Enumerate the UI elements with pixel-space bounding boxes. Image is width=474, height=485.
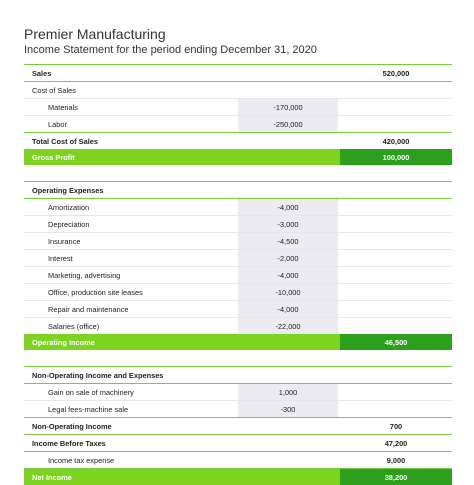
operating-income-value: 46,500 [384,337,408,347]
line-item-value: -2,000 [238,250,338,266]
line-item-value: -3,000 [238,216,338,232]
line-item-label: Repair and maintenance [48,304,129,314]
table-row: Labor -250,000 [24,116,452,133]
table-row: Interest -2,000 [24,250,452,267]
table-row: Office, production site leases -10,000 [24,284,452,301]
income-statement-table: Sales 520,000 Cost of Sales Materials -1… [24,64,452,485]
line-item-value: -4,000 [238,199,338,215]
line-item-label: Labor [48,119,67,129]
line-item-value: -250,000 [238,116,338,132]
non-operating-income-row: Non-Operating Income 700 [24,418,452,435]
line-item-value: -300 [238,401,338,417]
gross-profit-row: Gross Profit 100,000 [24,149,452,165]
line-item-label: Office, production site leases [48,287,143,297]
table-row: Repair and maintenance -4,000 [24,301,452,318]
income-before-taxes-value: 47,200 [384,438,408,448]
line-item-label: Marketing, advertising [48,270,121,280]
income-before-taxes-label: Income Before Taxes [32,438,106,448]
total-cost-of-sales-value: 420,000 [382,136,410,146]
table-row: Marketing, advertising -4,000 [24,267,452,284]
table-row: Legal fees-machine sale -300 [24,401,452,418]
line-item-label: Materials [48,102,78,112]
non-operating-income-label: Non-Operating Income [32,421,112,431]
statement-subtitle: Income Statement for the period ending D… [24,44,317,56]
sales-row: Sales 520,000 [24,64,452,82]
total-cost-of-sales-row: Total Cost of Sales 420,000 [24,133,452,149]
line-item-label: Salaries (office) [48,321,100,331]
line-item-label: Gain on sale of machinery [48,387,134,397]
table-row: Gain on sale of machinery 1,000 [24,384,452,401]
line-item-value: -10,000 [238,284,338,300]
sales-total: 520,000 [382,68,410,78]
table-row: Depreciation -3,000 [24,216,452,233]
line-item-value: -22,000 [238,318,338,334]
line-item-label: Interest [48,253,73,263]
non-operating-income-value: 700 [389,421,403,431]
line-item-value: 1,000 [238,384,338,400]
company-title: Premier Manufacturing [24,26,166,42]
net-income-row: Net Income 38,200 [24,469,452,485]
line-item-label: Insurance [48,236,81,246]
operating-expenses-label: Operating Expenses [32,185,104,195]
gross-profit-value: 100,000 [382,152,410,162]
operating-income-label: Operating Income [32,337,95,347]
income-tax-label: Income tax expense [48,455,115,465]
operating-expenses-header: Operating Expenses [24,181,452,199]
net-income-value: 38,200 [384,472,408,482]
line-item-value: -4,000 [238,301,338,317]
table-row: Insurance -4,500 [24,233,452,250]
line-item-label: Amortization [48,202,90,212]
total-cost-of-sales-label: Total Cost of Sales [32,136,98,146]
line-item-value: -170,000 [238,99,338,115]
line-item-value: -4,500 [238,233,338,249]
gross-profit-label: Gross Profit [32,152,75,162]
income-before-taxes-row: Income Before Taxes 47,200 [24,435,452,452]
cost-of-sales-label: Cost of Sales [32,85,76,95]
income-tax-row: Income tax expense 9,000 [24,452,452,469]
line-item-value: -4,000 [238,267,338,283]
non-operating-label: Non-Operating Income and Expenses [32,370,164,380]
table-row: Salaries (office) -22,000 [24,318,452,334]
table-row: Amortization -4,000 [24,199,452,216]
income-tax-value: 9,000 [386,455,406,465]
sales-label: Sales [32,68,52,78]
line-item-label: Depreciation [48,219,90,229]
net-income-label: Net Income [32,472,72,482]
cost-of-sales-header: Cost of Sales [24,82,452,99]
line-item-label: Legal fees-machine sale [48,404,129,414]
non-operating-header: Non-Operating Income and Expenses [24,366,452,384]
operating-income-row: Operating Income 46,500 [24,334,452,350]
table-row: Materials -170,000 [24,99,452,116]
